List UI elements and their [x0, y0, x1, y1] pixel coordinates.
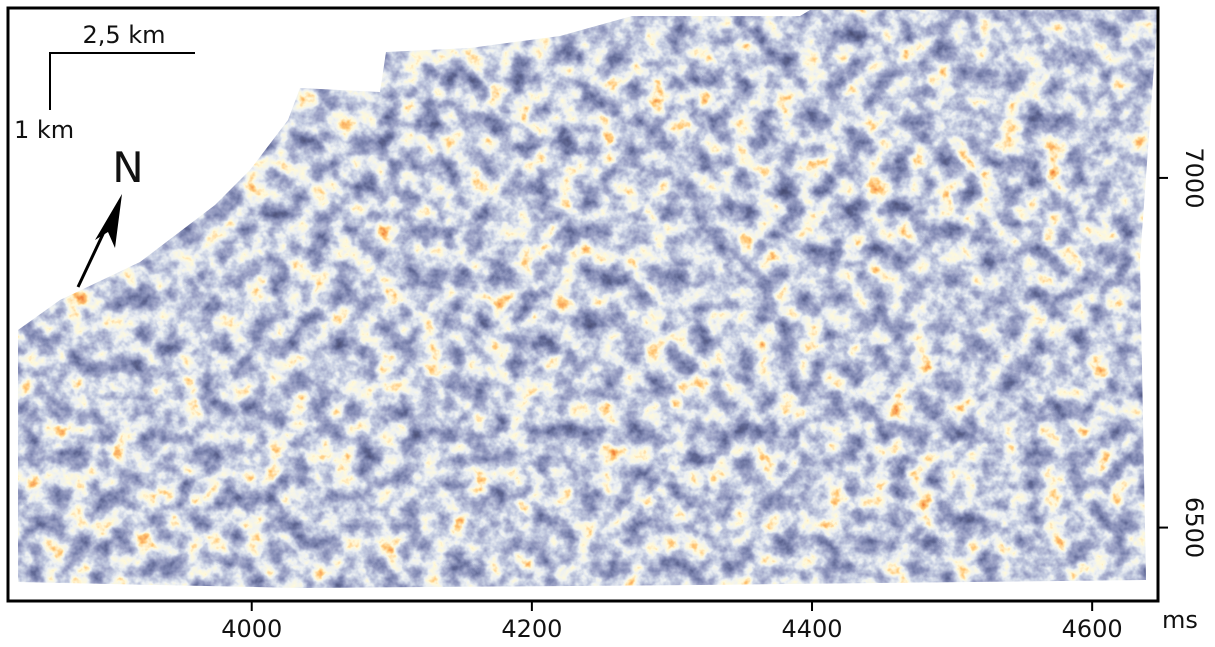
north-label: N	[112, 143, 143, 192]
x-tick-label: 4600	[1062, 615, 1123, 643]
scale-vertical: 1 km	[14, 116, 74, 144]
scale-horizontal: 2,5 km	[82, 21, 165, 49]
x-tick-label: 4000	[221, 615, 282, 643]
x-tick-label: 4200	[501, 615, 562, 643]
y-tick-label: 7000	[1180, 147, 1208, 208]
frame	[6, 6, 1160, 603]
x-tick-label: 4400	[781, 615, 842, 643]
scale-bar: 2,5 km 1 km	[14, 21, 195, 144]
y-tick-label: 6500	[1180, 497, 1208, 558]
x-axis-unit: ms	[1162, 606, 1198, 634]
attribute-image	[18, 10, 1158, 588]
north-arrow: N	[76, 143, 144, 288]
